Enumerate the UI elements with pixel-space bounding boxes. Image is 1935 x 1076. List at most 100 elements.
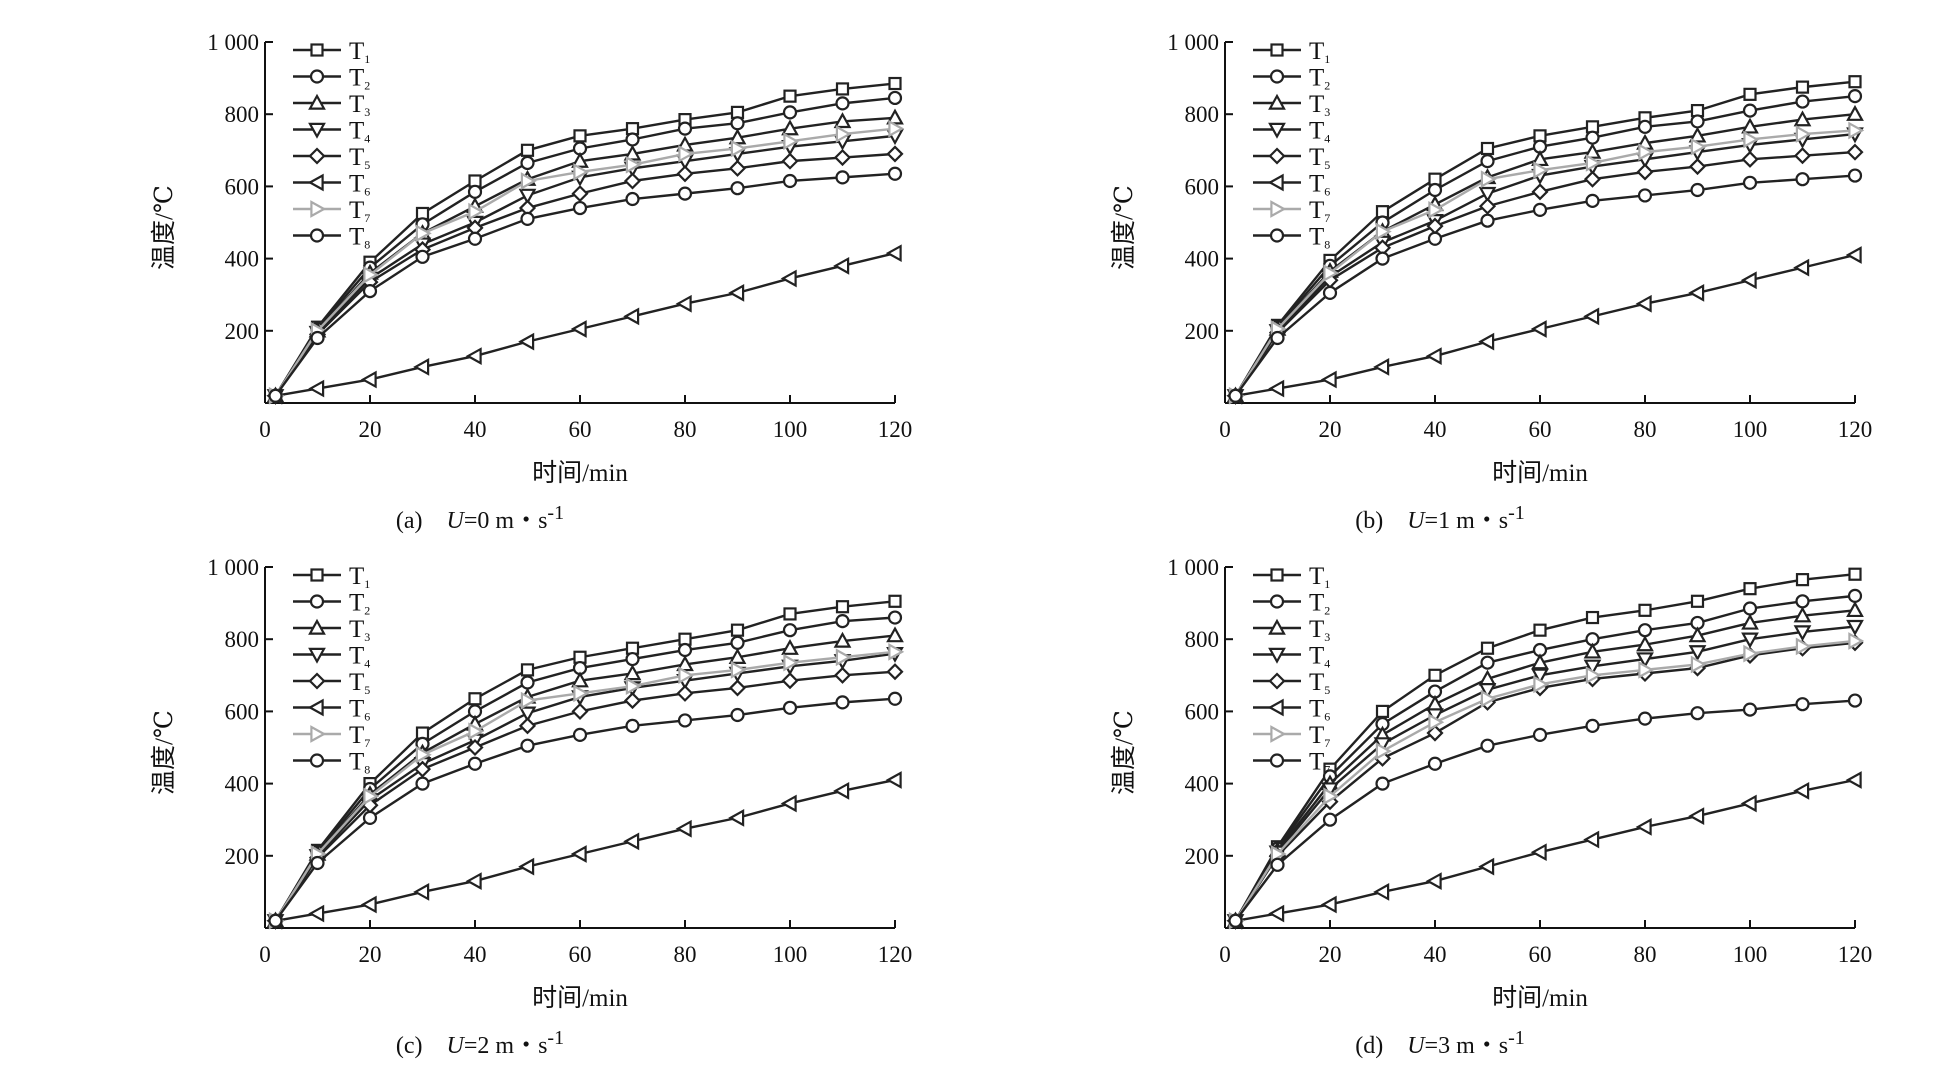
legend-marker	[308, 672, 326, 690]
data-point	[783, 607, 797, 621]
data-point	[1688, 284, 1705, 302]
data-point	[623, 832, 640, 851]
data-point	[518, 188, 537, 205]
legend-label: T1	[349, 563, 370, 591]
legend-label: T2	[349, 65, 370, 93]
data-point	[570, 845, 587, 863]
series-8	[268, 691, 903, 928]
legend-subscript: 2	[1324, 79, 1330, 93]
legend-marker	[308, 147, 326, 165]
data-point	[1268, 379, 1285, 398]
legend-marker	[310, 43, 324, 57]
caption-exponent: -1	[547, 1027, 565, 1049]
series-6	[1226, 246, 1862, 405]
data-point	[1375, 251, 1390, 266]
data-point	[415, 249, 430, 264]
data-point	[1690, 655, 1707, 674]
legend-marker	[309, 69, 325, 84]
data-point	[572, 727, 588, 742]
data-point	[1268, 904, 1285, 923]
caption-panel-label: (c)	[395, 1033, 423, 1059]
data-point	[1795, 637, 1812, 656]
data-point	[520, 172, 537, 190]
data-point	[1688, 807, 1705, 825]
y-tick-label: 400	[225, 772, 260, 797]
data-point	[520, 155, 535, 171]
data-point	[571, 702, 589, 720]
data-point	[1427, 231, 1443, 246]
chart-caption-b: (b) U=1 m・s-1	[960, 500, 1920, 535]
data-point	[1480, 141, 1495, 156]
data-point	[730, 635, 745, 650]
data-point	[362, 810, 378, 825]
data-point	[625, 155, 642, 174]
legend-label: T8	[349, 749, 370, 777]
legend-label: T1	[1309, 38, 1330, 66]
x-tick-label: 80	[674, 942, 697, 967]
caption-value: =2 m・s	[463, 1033, 548, 1059]
data-point	[730, 139, 747, 158]
data-point	[781, 119, 799, 136]
data-point	[1425, 347, 1442, 365]
chart-plot-a: 200 400 600 800 1 000 0 20 40 60 80 100 120 时间/min 温度…	[150, 30, 912, 487]
data-point	[572, 200, 588, 216]
data-point	[1373, 883, 1390, 901]
data-point	[1847, 693, 1863, 708]
y-tick-label: 600	[225, 174, 260, 199]
caption-symbol: U	[446, 1033, 464, 1059]
data-point	[781, 672, 799, 690]
data-point	[308, 379, 325, 398]
data-point	[1690, 137, 1707, 156]
y-tick-label: 800	[225, 627, 260, 652]
legend-marker	[1269, 594, 1285, 609]
x-tick-label: 60	[569, 417, 592, 442]
x-axis-label: 时间/min	[1492, 984, 1588, 1012]
legend-subscript: 4	[1324, 657, 1330, 671]
data-point	[1426, 217, 1444, 235]
y-tick-label: 600	[225, 699, 260, 724]
data-point	[675, 294, 692, 313]
caption-panel-label: (b)	[1355, 508, 1384, 534]
data-point	[1531, 653, 1549, 670]
y-tick-label: 1 000	[207, 555, 259, 580]
data-point	[1585, 154, 1602, 172]
caption-exponent: -1	[1508, 1027, 1525, 1049]
x-tick-label: 120	[1838, 942, 1873, 967]
data-point	[1690, 114, 1705, 129]
data-point	[1741, 117, 1759, 134]
data-point	[1270, 845, 1287, 863]
legend-marker	[1268, 122, 1286, 139]
legend-marker	[307, 698, 324, 717]
data-point	[730, 181, 745, 196]
data-point	[518, 717, 537, 735]
legend-marker	[1268, 93, 1286, 110]
data-point	[1742, 702, 1758, 717]
data-point	[1585, 666, 1602, 685]
x-tick-label: 80	[1634, 417, 1657, 442]
data-point	[1688, 626, 1707, 643]
legend-marker	[308, 122, 326, 139]
data-point	[1848, 567, 1862, 581]
x-tick-label: 0	[1219, 417, 1231, 442]
y-tick-label: 200	[225, 844, 260, 869]
legend-subscript: 5	[1324, 158, 1330, 172]
data-point	[1532, 202, 1548, 217]
data-point	[1638, 143, 1655, 161]
data-point	[468, 202, 485, 221]
data-point	[468, 692, 482, 706]
data-point	[1635, 294, 1652, 313]
data-point	[465, 872, 482, 890]
y-tick-label: 200	[1185, 319, 1220, 344]
series-line	[274, 600, 896, 922]
legend-label: T4	[1309, 643, 1330, 671]
data-point	[835, 96, 850, 111]
data-point	[467, 231, 483, 246]
data-point	[1585, 610, 1600, 625]
legend-item: T7	[1253, 749, 1330, 777]
data-point	[1480, 213, 1495, 228]
x-tick-label: 0	[1219, 942, 1231, 967]
legend-item: T5	[293, 669, 370, 697]
data-point	[268, 913, 283, 928]
data-point	[1531, 150, 1549, 167]
x-tick-label: 100	[773, 417, 808, 442]
